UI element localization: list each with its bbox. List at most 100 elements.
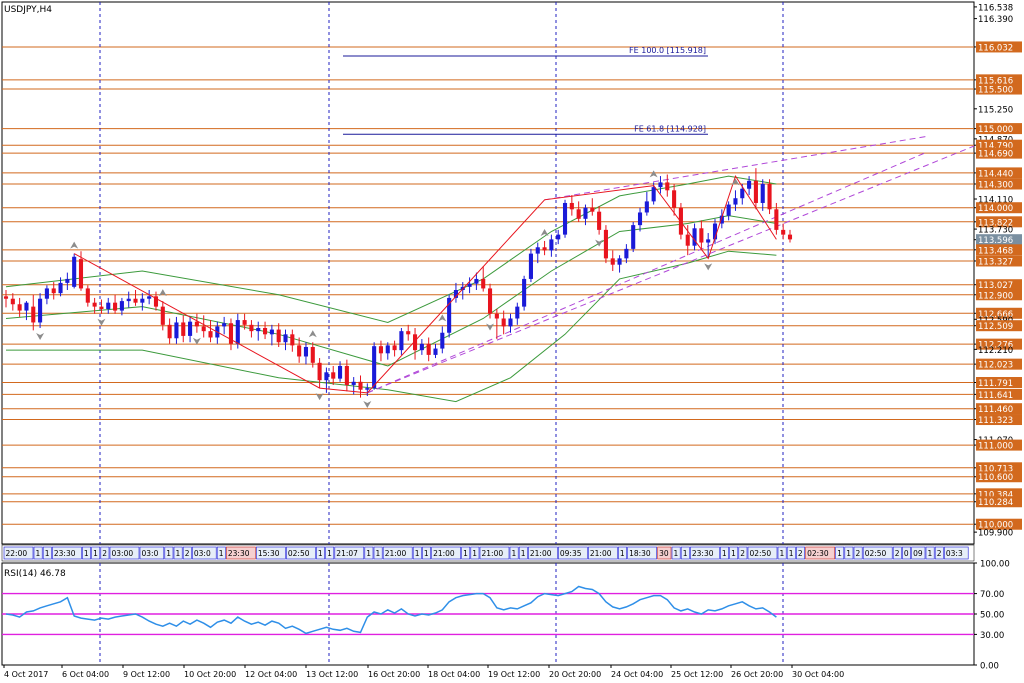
bear-candle[interactable] — [297, 345, 302, 357]
bull-candle[interactable] — [658, 182, 663, 188]
bear-candle[interactable] — [113, 302, 118, 311]
bull-candle[interactable] — [651, 187, 656, 202]
bull-candle[interactable] — [58, 282, 63, 294]
bear-candle[interactable] — [501, 318, 506, 327]
bull-candle[interactable] — [365, 388, 370, 390]
bull-candle[interactable] — [222, 323, 227, 327]
bear-candle[interactable] — [767, 183, 772, 210]
bear-candle[interactable] — [665, 182, 670, 191]
bear-candle[interactable] — [590, 207, 595, 212]
bear-candle[interactable] — [85, 288, 90, 303]
bear-candle[interactable] — [51, 288, 56, 294]
bear-candle[interactable] — [344, 365, 349, 385]
bull-candle[interactable] — [726, 204, 731, 216]
bull-candle[interactable] — [692, 228, 697, 246]
bull-candle[interactable] — [535, 247, 540, 254]
bull-candle[interactable] — [24, 302, 29, 311]
bull-candle[interactable] — [147, 296, 152, 299]
bull-candle[interactable] — [433, 348, 438, 355]
bull-candle[interactable] — [556, 234, 561, 240]
bear-candle[interactable] — [201, 326, 206, 332]
bull-candle[interactable] — [106, 302, 111, 310]
bull-candle[interactable] — [624, 248, 629, 259]
bear-candle[interactable] — [17, 304, 22, 311]
bear-candle[interactable] — [426, 343, 431, 355]
bear-candle[interactable] — [31, 306, 36, 323]
bear-candle[interactable] — [194, 321, 199, 327]
bull-candle[interactable] — [637, 212, 643, 226]
bull-candle[interactable] — [283, 334, 288, 343]
bull-candle[interactable] — [712, 223, 718, 240]
bull-candle[interactable] — [419, 343, 424, 351]
bear-candle[interactable] — [672, 190, 677, 208]
trend-channel-line[interactable] — [367, 151, 927, 394]
bull-candle[interactable] — [324, 372, 329, 381]
bull-candle[interactable] — [747, 180, 752, 189]
bull-candle[interactable] — [644, 201, 649, 213]
bull-candle[interactable] — [447, 297, 452, 333]
bull-candle[interactable] — [631, 225, 636, 249]
bear-candle[interactable] — [153, 296, 159, 307]
bear-candle[interactable] — [317, 362, 322, 381]
bull-candle[interactable] — [562, 202, 568, 235]
bear-candle[interactable] — [787, 234, 793, 240]
bear-candle[interactable] — [576, 209, 581, 219]
bear-candle[interactable] — [597, 211, 602, 230]
bear-candle[interactable] — [392, 345, 397, 351]
bull-candle[interactable] — [372, 346, 377, 389]
bull-candle[interactable] — [351, 381, 356, 385]
bear-candle[interactable] — [249, 324, 254, 332]
bull-candle[interactable] — [38, 298, 43, 323]
bear-candle[interactable] — [781, 229, 786, 235]
bear-candle[interactable] — [208, 331, 213, 338]
bear-candle[interactable] — [774, 209, 779, 230]
bull-candle[interactable] — [44, 288, 49, 299]
bear-candle[interactable] — [263, 327, 268, 335]
bull-candle[interactable] — [269, 329, 274, 335]
bear-candle[interactable] — [99, 306, 104, 310]
bull-candle[interactable] — [528, 253, 533, 279]
bear-candle[interactable] — [92, 302, 97, 307]
bear-candle[interactable] — [160, 306, 165, 325]
bear-candle[interactable] — [331, 372, 336, 379]
bull-candle[interactable] — [467, 283, 472, 287]
bear-candle[interactable] — [412, 334, 418, 351]
bull-candle[interactable] — [188, 321, 193, 336]
bull-candle[interactable] — [583, 207, 588, 219]
bear-candle[interactable] — [481, 278, 486, 289]
bull-candle[interactable] — [256, 327, 261, 332]
bull-candle[interactable] — [440, 332, 445, 349]
bull-candle[interactable] — [303, 346, 309, 357]
bull-candle[interactable] — [549, 239, 554, 251]
bull-candle[interactable] — [719, 215, 724, 224]
rsi-line[interactable] — [5, 585, 777, 635]
bear-candle[interactable] — [494, 313, 499, 319]
trend-channel-line[interactable] — [544, 136, 927, 201]
bull-candle[interactable] — [515, 306, 520, 319]
bear-candle[interactable] — [78, 259, 84, 289]
bull-candle[interactable] — [453, 290, 458, 298]
bear-candle[interactable] — [167, 324, 172, 339]
bear-candle[interactable] — [685, 234, 690, 246]
bear-candle[interactable] — [310, 346, 315, 363]
bear-candle[interactable] — [378, 346, 384, 354]
bull-candle[interactable] — [126, 298, 131, 302]
bear-candle[interactable] — [181, 322, 186, 336]
bull-candle[interactable] — [706, 239, 711, 243]
bear-candle[interactable] — [610, 258, 615, 265]
bull-candle[interactable] — [617, 258, 622, 265]
bear-candle[interactable] — [487, 288, 493, 314]
bull-candle[interactable] — [385, 345, 390, 354]
bear-candle[interactable] — [753, 180, 758, 203]
bull-candle[interactable] — [399, 331, 404, 351]
bull-candle[interactable] — [338, 365, 343, 379]
bear-candle[interactable] — [542, 247, 547, 251]
bear-candle[interactable] — [358, 381, 363, 390]
bear-candle[interactable] — [228, 323, 234, 344]
trend-channel-line[interactable] — [367, 145, 975, 394]
bull-candle[interactable] — [140, 298, 145, 303]
bull-candle[interactable] — [235, 320, 240, 344]
bear-candle[interactable] — [242, 320, 247, 325]
bull-candle[interactable] — [119, 301, 124, 311]
